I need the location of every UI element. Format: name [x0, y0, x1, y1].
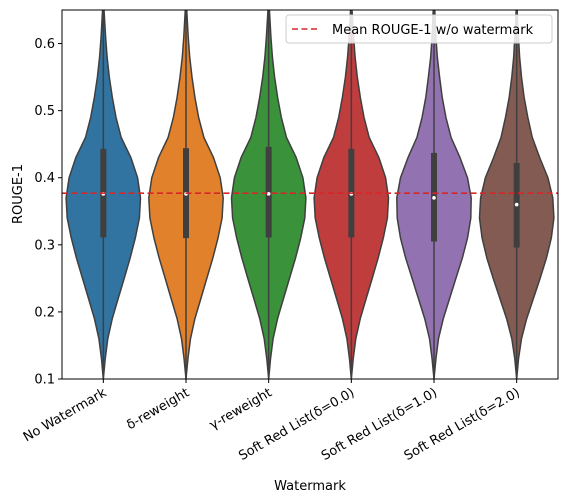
violin-group	[478, 10, 555, 379]
y-tick-label: 0.2	[34, 305, 55, 320]
y-tick-label: 0.4	[34, 171, 55, 186]
y-tick-label: 0.3	[34, 238, 55, 253]
legend-label: Mean ROUGE-1 w/o watermark	[332, 23, 534, 38]
violin-group	[65, 10, 142, 379]
plot-frame	[61, 9, 559, 380]
legend: Mean ROUGE-1 w/o watermark	[285, 14, 553, 44]
y-tick-label: 0.6	[34, 37, 55, 52]
y-axis-label: ROUGE-1	[11, 164, 26, 224]
violin-median-dot	[514, 202, 519, 207]
y-axis: 0.1 0.2 0.3 0.4 0.5 0.6	[34, 37, 62, 388]
x-tick-label: No Watermark	[21, 385, 110, 445]
legend-box	[285, 14, 553, 44]
x-tick-label: δ-reweight	[124, 385, 192, 433]
violin-median-dot	[266, 192, 271, 196]
x-tick-label: γ-reweight	[207, 385, 274, 433]
violin-median-dot	[432, 196, 436, 200]
violin-group	[313, 10, 390, 379]
y-tick-label: 0.5	[34, 104, 55, 119]
violins-layer	[65, 10, 555, 379]
y-tick-label: 0.1	[34, 373, 55, 388]
violin-group	[230, 10, 307, 379]
violin-group	[396, 10, 472, 379]
violin-group	[148, 10, 224, 379]
x-axis-label: Watermark	[274, 479, 346, 494]
